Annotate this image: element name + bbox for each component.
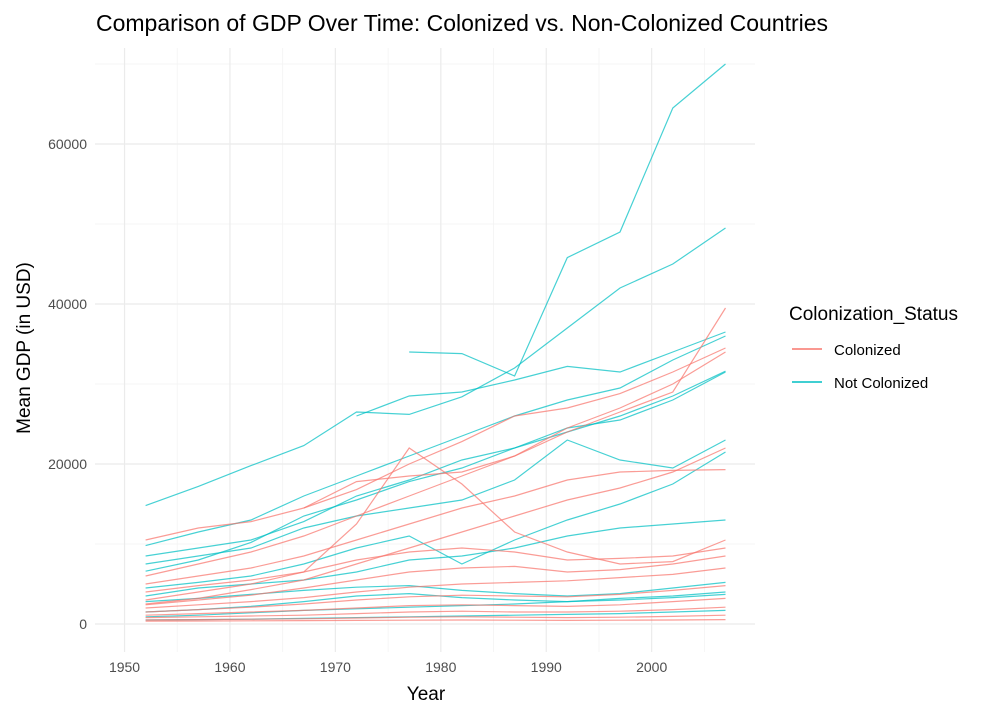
series-line-colonized [145, 585, 726, 613]
series-line-not-colonized [145, 439, 726, 565]
x-tick-label: 2000 [636, 659, 667, 675]
x-tick-label: 1970 [320, 659, 351, 675]
series-line-not-colonized [145, 370, 726, 557]
series-line-not-colonized [145, 591, 726, 613]
x-tick-label: 1990 [531, 659, 562, 675]
y-tick-label: 0 [79, 616, 87, 632]
series-line-colonized [145, 597, 726, 616]
series-line-colonized [145, 351, 726, 577]
x-tick-label: 1980 [425, 659, 456, 675]
series-line-not-colonized [145, 581, 726, 603]
x-tick-label: 1950 [109, 659, 140, 675]
series-line-colonized [145, 447, 726, 605]
series-line-not-colonized [409, 63, 726, 377]
grid [95, 48, 755, 652]
y-tick-label: 60000 [48, 136, 87, 152]
series-line-not-colonized [145, 519, 726, 597]
y-tick-label: 20000 [48, 456, 87, 472]
legend-label-colonized: Colonized [834, 342, 901, 359]
series-line-colonized [145, 547, 726, 593]
y-axis-title: Mean GDP (in USD) [14, 262, 35, 434]
series-line-colonized [145, 614, 726, 621]
series-line-colonized [145, 619, 726, 622]
series-line-colonized [145, 555, 726, 606]
chart-title: Comparison of GDP Over Time: Colonized v… [96, 10, 828, 36]
series-line-not-colonized [356, 331, 726, 417]
legend-title: Colonization_Status [789, 304, 958, 325]
series-line-colonized [145, 567, 726, 609]
x-tick-label: 1960 [214, 659, 245, 675]
series-line-colonized [145, 469, 726, 585]
series-line-colonized [303, 307, 727, 509]
x-axis-ticks: 1950 1960 1970 1980 1990 2000 [109, 659, 668, 675]
legend-label-not-colonized: Not Colonized [834, 375, 928, 392]
series-line-not-colonized [145, 335, 726, 547]
series-line-not-colonized [145, 593, 726, 618]
legend: Colonization_Status Colonized Not Coloni… [789, 304, 958, 392]
y-tick-label: 40000 [48, 296, 87, 312]
series-line-colonized [145, 347, 726, 541]
series-line-colonized [145, 606, 726, 619]
x-axis-title: Year [407, 684, 446, 705]
series-line-not-colonized [145, 227, 726, 507]
y-axis-ticks: 0 20000 40000 60000 [48, 136, 87, 632]
series-line-colonized [145, 447, 726, 601]
series-line-not-colonized [145, 371, 726, 572]
series-lines [145, 63, 727, 622]
